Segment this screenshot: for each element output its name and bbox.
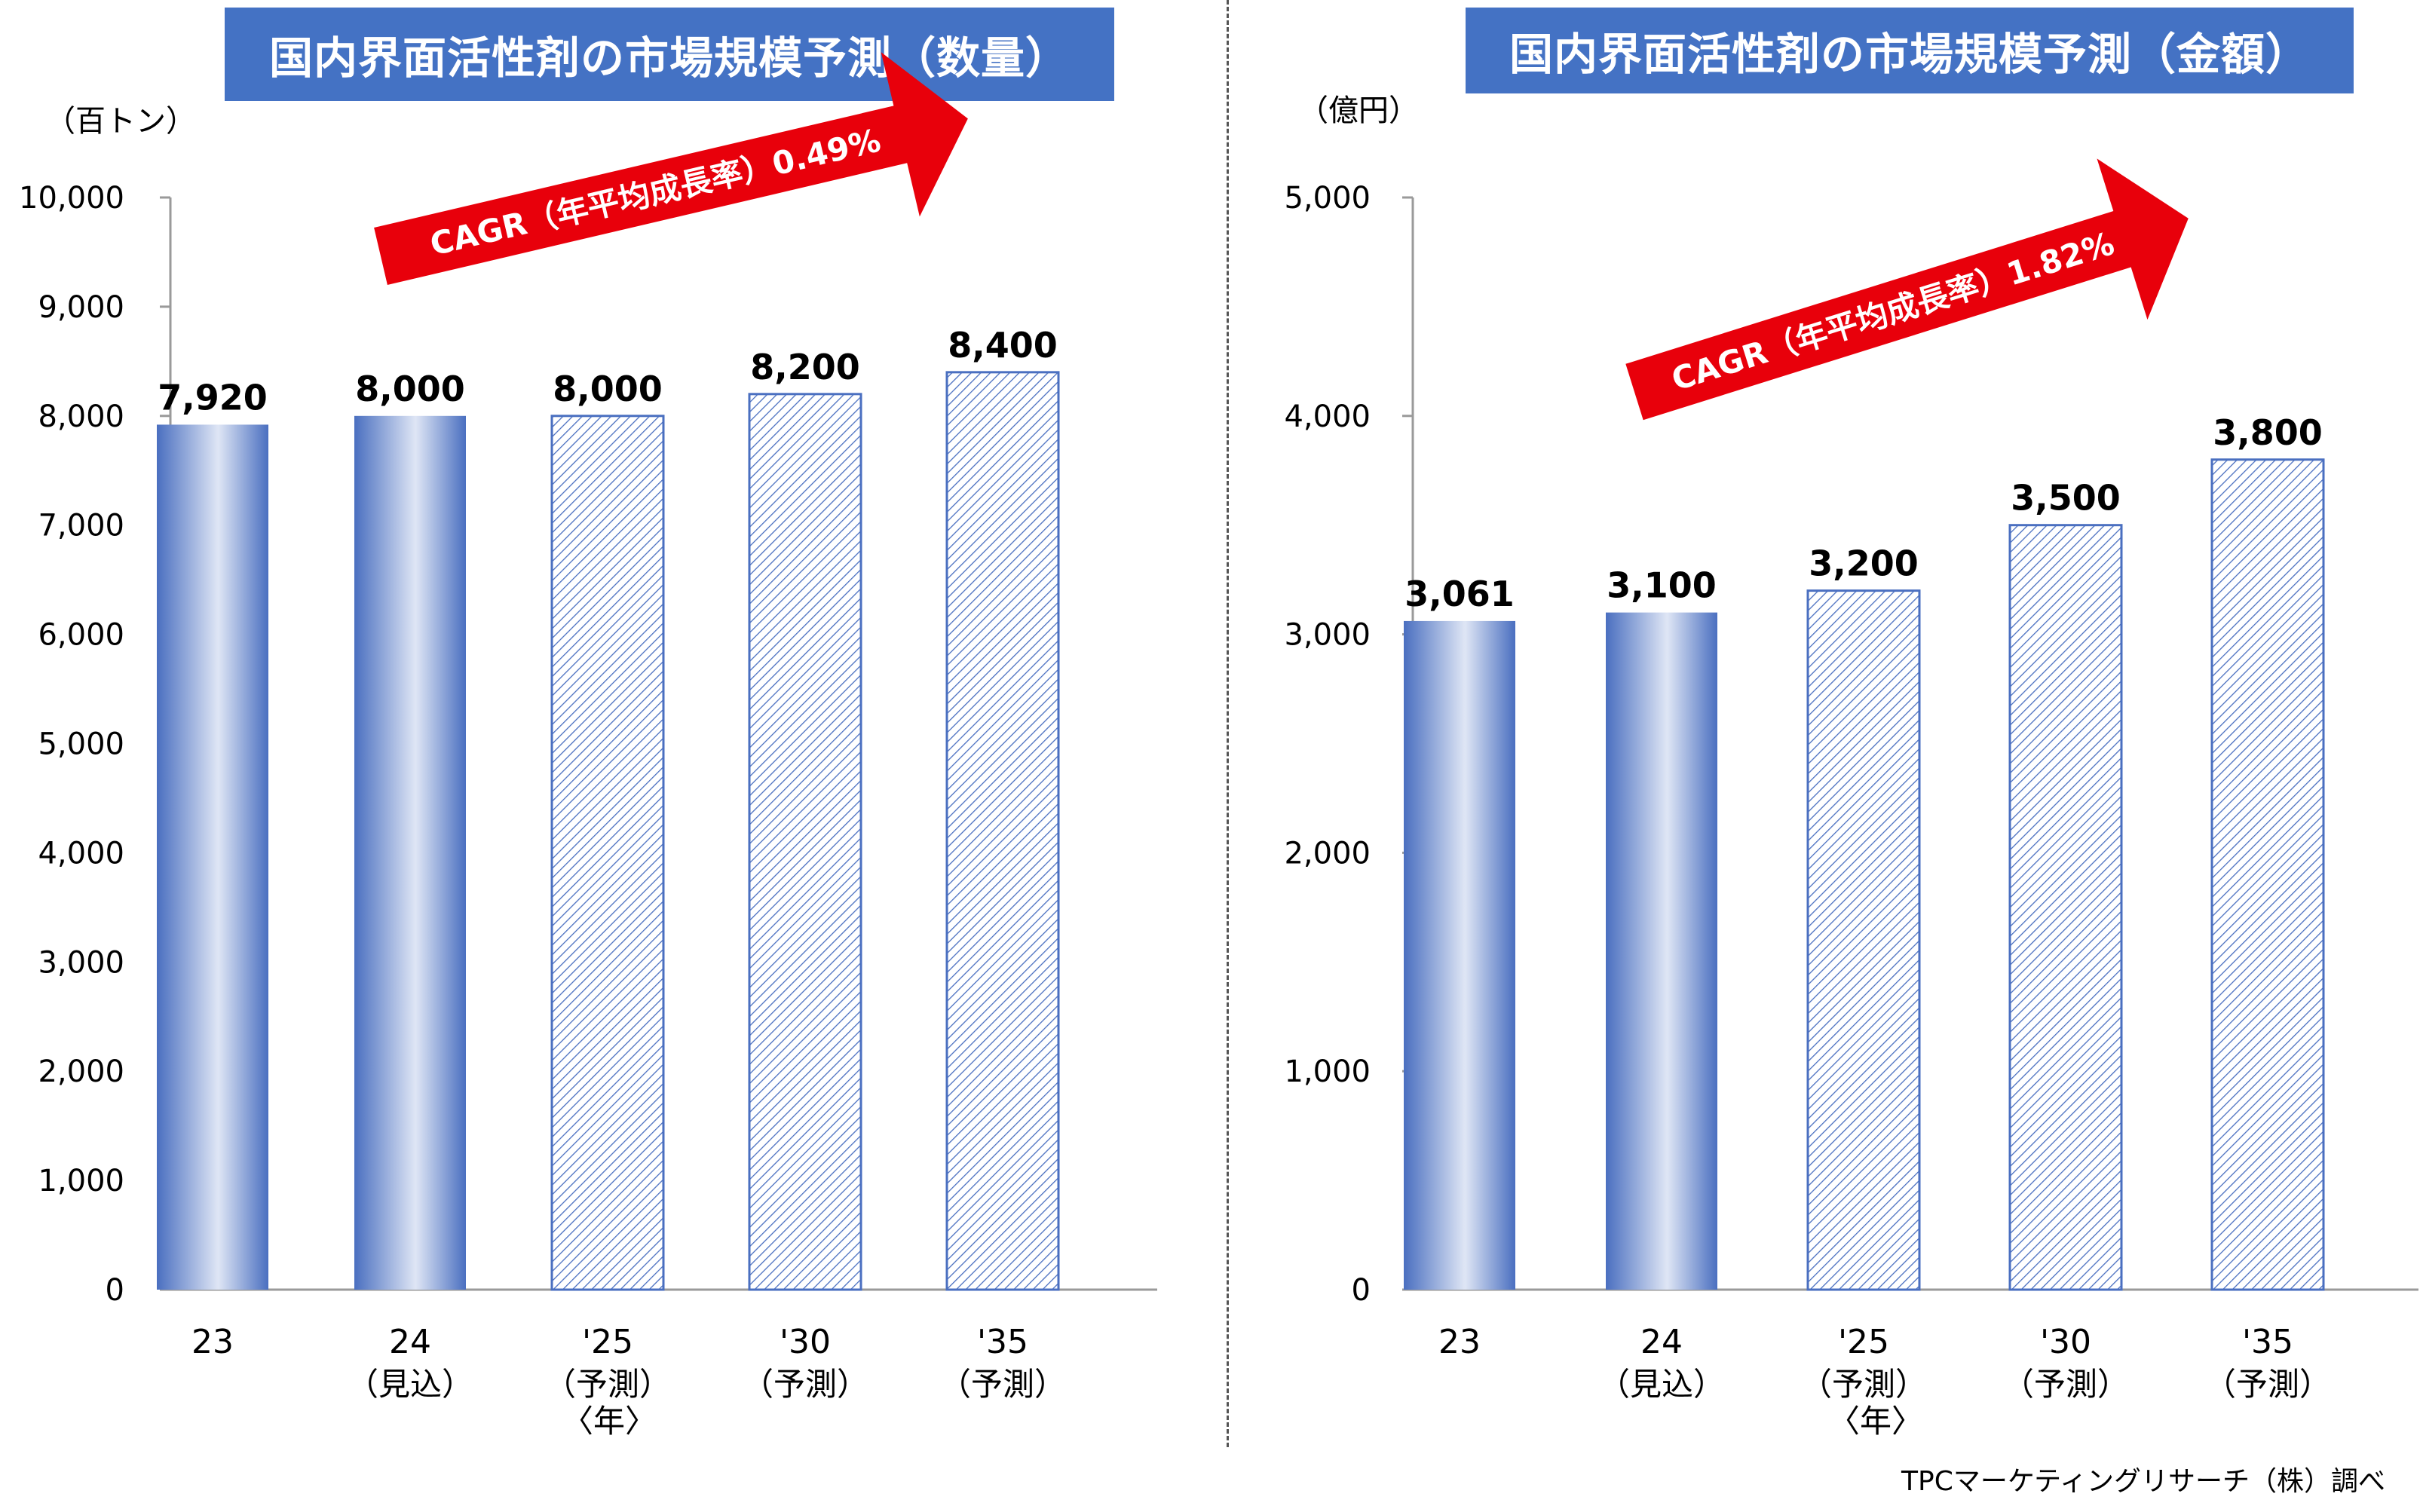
bar-value-label: 3,200 (1809, 543, 1919, 584)
bar-value-label: 8,000 (355, 369, 465, 409)
y-tick-label: 10,000 (19, 181, 124, 216)
bar-value-label: 3,800 (2213, 412, 2323, 453)
value-chart: 0 1,000 2,000 3,000 4,000 5,000 3,061 23 3,100 24… (1284, 158, 2418, 1440)
x-category-note: （予測） (544, 1366, 671, 1403)
x-category-note: （予測） (2204, 1366, 2331, 1403)
x-category-note: （見込） (1598, 1366, 1725, 1403)
y-tick-label: 1,000 (1284, 1054, 1371, 1089)
y-tick-label: 4,000 (38, 836, 124, 871)
bar (354, 415, 466, 1290)
y-tick-label: 2,000 (1284, 836, 1371, 871)
y-unit-label-volume: （百トン） (45, 104, 196, 139)
x-unit-label: 〈年〉 (562, 1403, 657, 1440)
x-category-label: 24 (1640, 1323, 1683, 1361)
y-tick-label: 5,000 (38, 727, 124, 762)
x-category-note: （見込） (347, 1366, 473, 1403)
x-category-label: 23 (1438, 1323, 1481, 1361)
chart-title-volume: 国内界面活性剤の市場規模予測（数量） (225, 8, 1114, 101)
bar (2210, 458, 2325, 1291)
arrow-shape (374, 52, 968, 285)
arrow-shape (1625, 158, 2189, 421)
y-tick-label: 4,000 (1284, 399, 1371, 434)
y-tick-label: 9,000 (38, 290, 124, 325)
x-category-label: '35 (977, 1323, 1028, 1361)
chart-title-value: 国内界面活性剤の市場規模予測（金額） (1466, 8, 2354, 93)
x-category-label: '35 (2242, 1323, 2293, 1361)
x-category-label: 24 (389, 1323, 431, 1361)
x-category-note: （予測） (1800, 1366, 1927, 1403)
bar-value-label: 8,000 (553, 369, 663, 409)
chart-divider (1227, 0, 1229, 1447)
bar (1806, 589, 1921, 1291)
bar-value-label: 3,100 (1607, 565, 1717, 606)
bar (1606, 612, 1717, 1290)
bar-value-label: 7,920 (158, 377, 268, 418)
volume-chart: 0 1,000 2,000 3,000 4,000 5,000 6,000 7,000 8,00… (19, 52, 1157, 1440)
x-category-label: '25 (1838, 1323, 1889, 1361)
y-tick-label: 5,000 (1284, 181, 1371, 216)
y-tick-label: 0 (106, 1273, 124, 1308)
bar (1404, 620, 1515, 1290)
x-category-note: （予測） (939, 1366, 1066, 1403)
cagr-annotation: CAGR（年平均成長率）1.82% (1667, 225, 2118, 398)
y-tick-label: 3,000 (1284, 618, 1371, 653)
cagr-arrow: CAGR（年平均成長率）1.82% (1625, 158, 2189, 421)
bar-value-label: 8,400 (948, 325, 1058, 366)
x-category-label: '30 (2040, 1323, 2091, 1361)
bar (550, 415, 665, 1291)
x-unit-label: 〈年〉 (1828, 1403, 1923, 1440)
y-tick-label: 8,000 (38, 399, 124, 434)
y-tick-label: 1,000 (38, 1164, 124, 1198)
bar-value-label: 8,200 (750, 347, 860, 387)
bar (157, 424, 268, 1290)
x-category-note: （予測） (2002, 1366, 2129, 1403)
cagr-arrow: CAGR（年平均成長率）0.49% (374, 52, 968, 285)
bar-value-label: 3,500 (2011, 478, 2121, 519)
bar (748, 393, 862, 1291)
y-tick-label: 3,000 (38, 945, 124, 980)
y-tick-label: 7,000 (38, 509, 124, 543)
x-category-label: '25 (582, 1323, 633, 1361)
x-category-label: '30 (780, 1323, 831, 1361)
source-note: TPCマーケティングリサーチ（株）調べ (1901, 1466, 2385, 1497)
y-tick-label: 0 (1352, 1273, 1371, 1308)
y-tick-label: 6,000 (38, 618, 124, 653)
x-category-label: 23 (191, 1323, 234, 1361)
cagr-annotation: CAGR（年平均成長率）0.49% (427, 121, 884, 262)
y-unit-label-value: （億円） (1298, 93, 1419, 128)
bar (945, 371, 1060, 1291)
y-tick-label: 2,000 (38, 1054, 124, 1089)
bar-value-label: 3,061 (1404, 574, 1515, 614)
x-category-note: （予測） (742, 1366, 868, 1403)
bar (2008, 524, 2123, 1291)
